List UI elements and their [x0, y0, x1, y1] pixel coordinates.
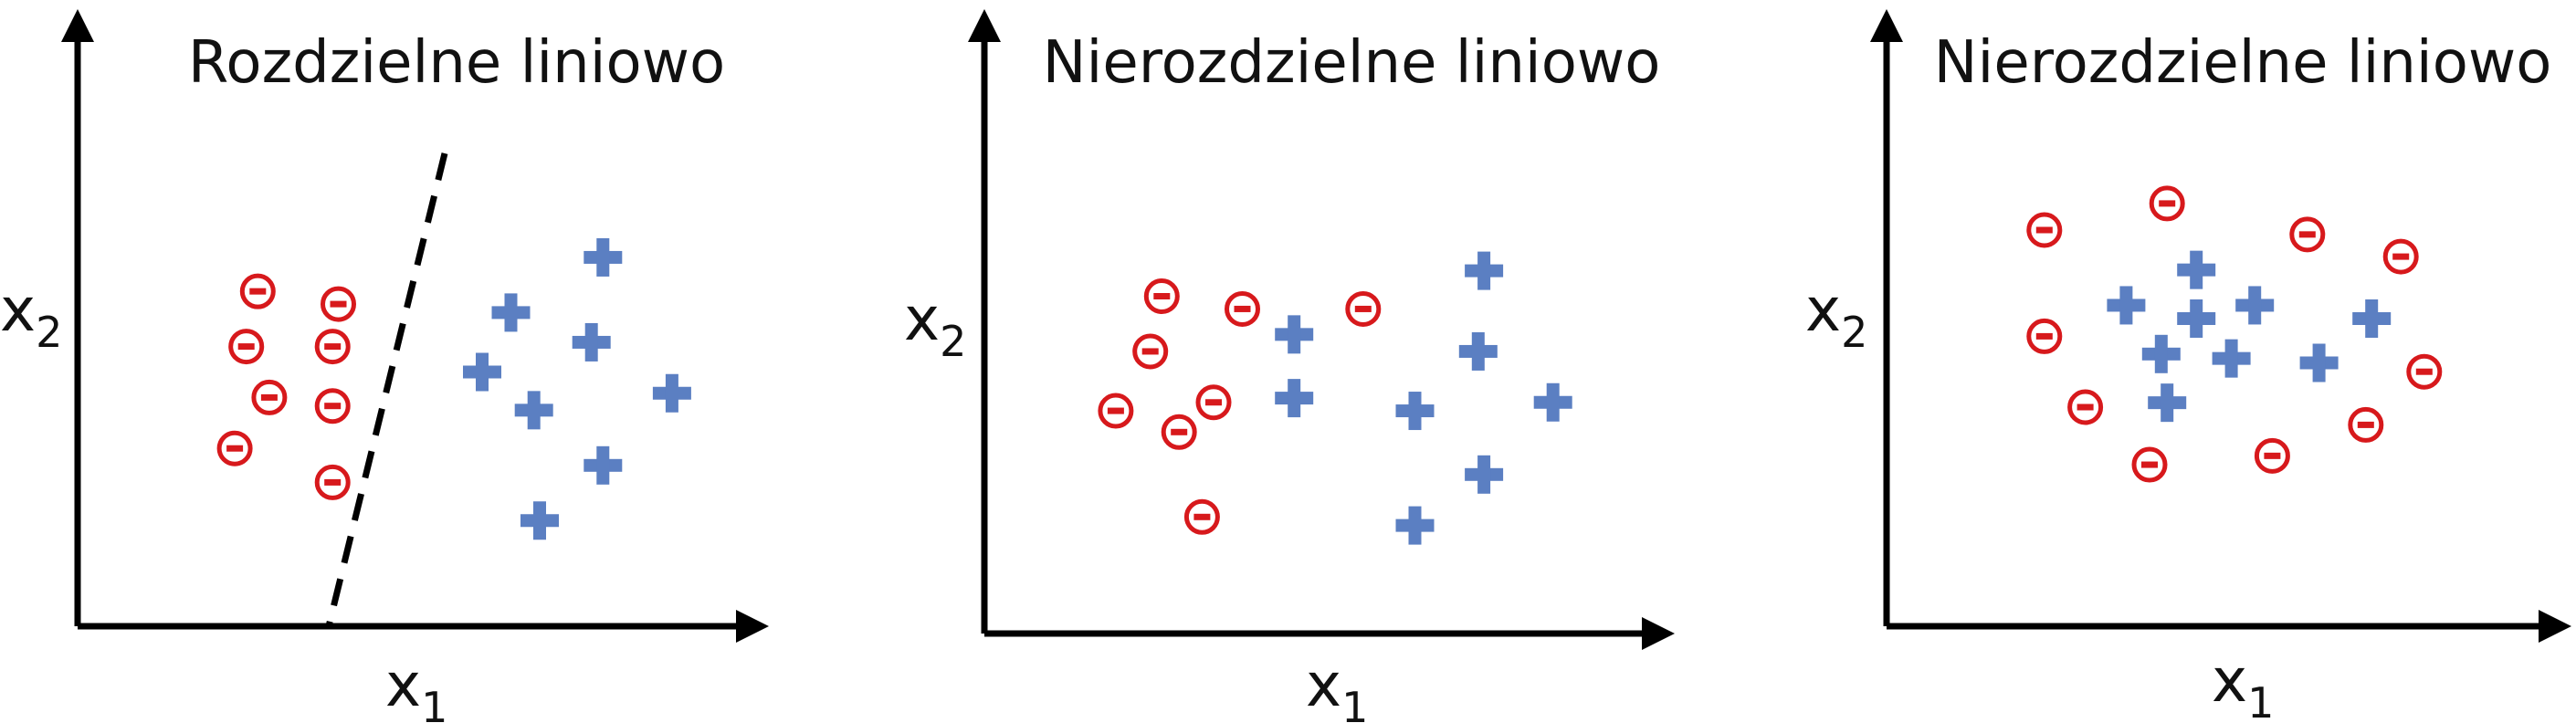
y-axis-arrow-icon	[968, 9, 1001, 42]
negative-point	[314, 388, 351, 424]
negative-point	[2254, 437, 2290, 474]
positive-point	[514, 391, 553, 430]
negative-point	[2348, 406, 2384, 443]
negative-point	[1225, 290, 1260, 327]
positive-point	[584, 237, 623, 277]
negative-point	[1132, 333, 1169, 370]
positive-point	[652, 373, 691, 413]
panel-nonseparable-2: Nierozdzielne liniowo x2 x1	[1805, 9, 2571, 723]
negative-point	[228, 329, 265, 365]
positive-point	[1395, 506, 1435, 545]
panel-title: Rozdzielne liniowo	[188, 29, 725, 97]
negative-point	[314, 464, 351, 500]
positive-point	[1533, 382, 1572, 422]
y-axis-label: x2	[0, 275, 62, 357]
panel-title: Nierozdzielne liniowo	[1934, 29, 2552, 97]
panel-title: Nierozdzielne liniowo	[1043, 29, 1661, 97]
data-points	[1098, 251, 1572, 545]
negative-point	[1345, 290, 1382, 327]
negative-point	[314, 329, 351, 365]
negative-point	[2067, 389, 2104, 425]
positive-point	[1275, 315, 1314, 354]
negative-point	[2406, 353, 2443, 390]
positive-point	[584, 445, 623, 485]
y-axis-arrow-icon	[1870, 9, 1903, 42]
negative-point	[2289, 216, 2326, 253]
positive-point	[463, 352, 501, 392]
negative-point	[2382, 238, 2419, 275]
positive-point	[1395, 392, 1435, 431]
negative-point	[1143, 278, 1180, 314]
panel-nonseparable-1: Nierozdzielne liniowo x2 x1	[904, 9, 1675, 723]
x-axis-arrow-icon	[736, 610, 769, 643]
positive-point	[2141, 334, 2181, 373]
x-axis-arrow-icon	[2539, 610, 2571, 643]
y-axis-label: x2	[1805, 275, 1867, 357]
negative-point	[251, 379, 288, 415]
positive-point	[572, 322, 611, 362]
positive-point	[2177, 299, 2216, 338]
positive-point	[1458, 331, 1498, 371]
negative-point	[2026, 318, 2063, 354]
positive-point	[2177, 250, 2216, 289]
negative-point	[1098, 393, 1134, 429]
negative-point	[2026, 212, 2063, 248]
negative-point	[2131, 446, 2168, 483]
negative-point	[1161, 414, 1197, 450]
y-axis-arrow-icon	[61, 9, 94, 42]
positive-point	[2352, 299, 2392, 338]
y-axis-label: x2	[904, 284, 966, 366]
positive-point	[1275, 379, 1314, 418]
negative-point	[216, 430, 253, 466]
positive-point	[491, 293, 531, 332]
positive-point	[1465, 251, 1504, 290]
positive-point	[2148, 383, 2187, 423]
negative-point	[1183, 498, 1220, 535]
positive-point	[2235, 286, 2275, 325]
positive-point	[2299, 343, 2339, 382]
data-points	[2026, 185, 2443, 483]
negative-point	[321, 286, 356, 322]
x-axis-label: x1	[2212, 645, 2274, 723]
data-points	[216, 237, 691, 540]
positive-point	[2107, 286, 2146, 325]
x-axis-label: x1	[1306, 650, 1368, 723]
negative-point	[1195, 384, 1232, 421]
positive-point	[520, 501, 559, 540]
x-axis-label: x1	[385, 650, 447, 723]
decision-boundary	[325, 152, 448, 627]
panel-linearly-separable: Rozdzielne liniowo x2 x1	[0, 9, 769, 723]
positive-point	[1465, 455, 1504, 494]
negative-point	[2149, 185, 2185, 222]
negative-point	[239, 273, 276, 309]
positive-point	[2212, 339, 2251, 378]
x-axis-arrow-icon	[1642, 617, 1675, 650]
